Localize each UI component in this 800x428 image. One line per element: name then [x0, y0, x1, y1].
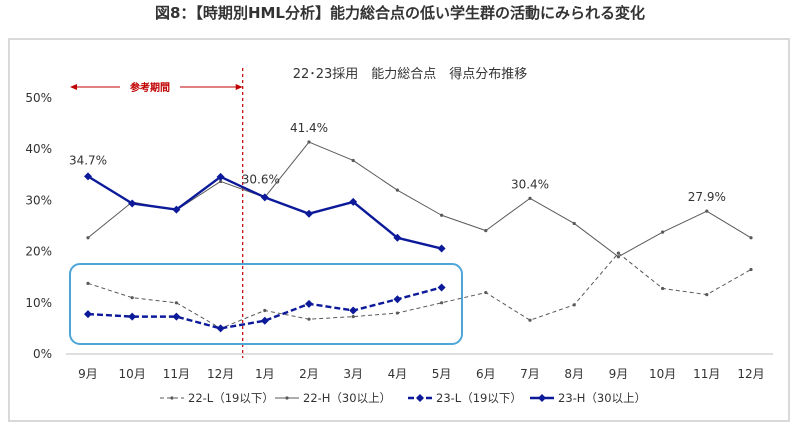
data-point	[351, 158, 355, 163]
data-point	[616, 251, 621, 255]
x-tick-label: 4月	[388, 367, 408, 381]
legend-label: 23-L（19以下）	[436, 391, 522, 405]
data-point	[263, 308, 267, 313]
data-point	[395, 311, 399, 315]
x-tick-label: 7月	[520, 367, 540, 381]
legend-label: 23-H（30以上）	[558, 391, 646, 405]
data-point	[440, 213, 444, 217]
data-point	[86, 236, 90, 240]
y-tick-label: 40%	[25, 142, 52, 156]
x-tick-label: 9月	[78, 367, 98, 381]
data-point	[572, 221, 576, 226]
x-tick-label: 1月	[255, 367, 275, 381]
data-label: 41.4%	[290, 121, 328, 135]
chart-frame: 22･23採用 能力総合点 得点分布推移 0% 10% 20% 30% 40% 50% 9月…	[8, 38, 790, 422]
data-point	[484, 290, 488, 295]
highlight-box	[69, 263, 463, 345]
data-point	[705, 209, 709, 213]
legend-marker	[170, 396, 174, 400]
data-point	[130, 296, 134, 300]
x-tick-label: 6月	[476, 367, 496, 381]
data-point	[661, 286, 665, 291]
legend-label: 22-L（19以下）	[188, 391, 274, 405]
data-point	[84, 310, 92, 319]
data-point	[393, 295, 402, 304]
x-tick-label: 8月	[564, 367, 584, 381]
data-point	[440, 301, 444, 305]
series-line-3	[87, 175, 442, 250]
series-line-0	[87, 252, 752, 329]
data-label: 30.6%	[242, 172, 280, 186]
data-point	[307, 140, 311, 144]
data-point	[572, 303, 576, 307]
data-point	[174, 301, 178, 305]
legend-marker	[285, 396, 289, 400]
x-tick-label: 9月	[609, 367, 629, 381]
data-point	[128, 199, 137, 208]
data-point	[84, 172, 92, 181]
data-point	[437, 283, 446, 292]
line-chart: 22･23採用 能力総合点 得点分布推移 0% 10% 20% 30% 40% 50% 9月…	[25, 66, 773, 405]
data-point	[216, 172, 225, 181]
data-point	[395, 188, 399, 192]
legend-label: 22-H（30以上）	[303, 391, 391, 405]
series-line-2	[87, 286, 442, 330]
data-point	[349, 197, 358, 206]
x-tick-label: 10月	[119, 367, 146, 381]
y-tick-label: 0%	[33, 347, 52, 361]
data-point	[305, 209, 313, 218]
x-tick-label: 11月	[693, 367, 720, 381]
data-point	[260, 193, 269, 202]
data-point	[749, 236, 753, 240]
data-point	[172, 205, 181, 214]
data-point	[528, 196, 532, 200]
x-tick-label: 2月	[299, 367, 319, 381]
x-tick-label: 12月	[207, 367, 234, 381]
data-point	[393, 233, 402, 242]
data-point	[219, 179, 223, 184]
data-point	[616, 255, 621, 259]
chart-title: 22･23採用 能力総合点 得点分布推移	[293, 66, 528, 82]
data-point	[437, 244, 446, 253]
reference-arrow-right-head	[235, 84, 243, 90]
data-point	[749, 267, 753, 272]
figure-title: 図8：【時期別HML分析】能力総合点の低い学生群の活動にみられる変化	[155, 4, 645, 22]
data-point	[216, 324, 225, 333]
x-tick-label: 3月	[343, 367, 363, 381]
data-point	[484, 229, 488, 233]
legend-marker	[538, 394, 546, 402]
data-point	[260, 316, 269, 325]
series-line-1	[87, 141, 752, 258]
x-tick-label: 10月	[649, 367, 676, 381]
data-point	[307, 317, 311, 321]
y-tick-label: 10%	[25, 296, 52, 310]
data-point	[305, 299, 313, 308]
x-tick-label: 5月	[432, 367, 452, 381]
data-point	[705, 293, 709, 297]
data-point	[351, 315, 355, 319]
data-point	[528, 318, 532, 322]
y-tick-label: 30%	[25, 193, 52, 207]
reference-period-label: 参考期間	[130, 81, 170, 94]
data-point	[661, 230, 665, 234]
data-label: 30.4%	[511, 177, 549, 191]
x-tick-label: 11月	[163, 367, 190, 381]
data-point	[349, 306, 358, 315]
data-label: 27.9%	[688, 190, 726, 204]
legend-marker	[416, 394, 424, 402]
y-tick-label: 50%	[25, 91, 52, 105]
y-tick-label: 20%	[25, 245, 52, 259]
x-tick-label: 12月	[737, 367, 764, 381]
data-point	[172, 312, 181, 321]
reference-arrow-left-head	[70, 84, 77, 90]
data-point	[128, 312, 137, 321]
data-point	[86, 281, 90, 285]
data-label: 34.7%	[69, 153, 107, 167]
